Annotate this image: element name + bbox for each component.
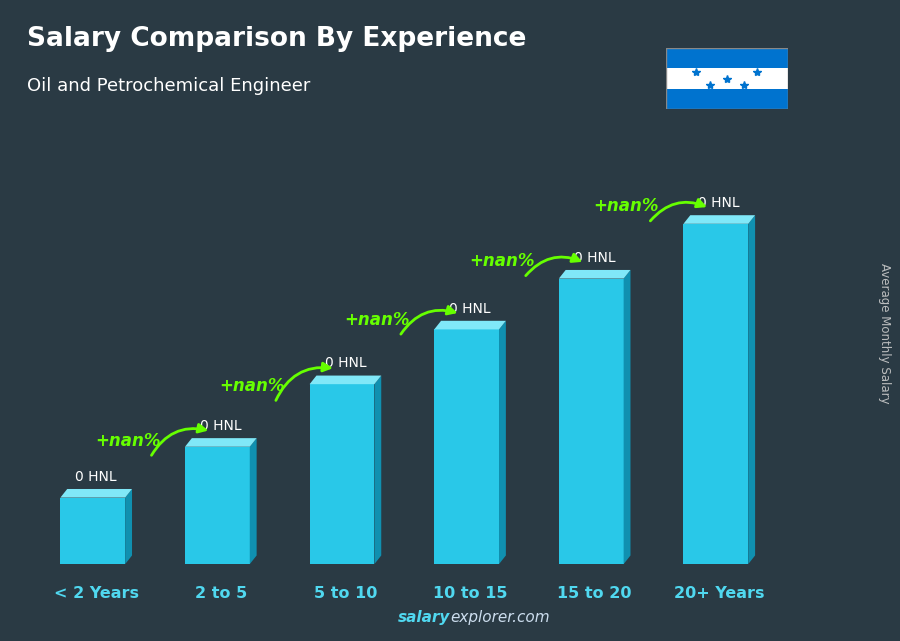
Bar <box>666 48 788 69</box>
Bar <box>559 279 624 564</box>
Polygon shape <box>310 376 382 384</box>
Text: +nan%: +nan% <box>94 432 160 450</box>
Text: Average Monthly Salary: Average Monthly Salary <box>878 263 890 404</box>
Bar <box>310 384 374 564</box>
Polygon shape <box>559 270 631 279</box>
Text: 10 to 15: 10 to 15 <box>433 586 508 601</box>
Polygon shape <box>185 438 256 447</box>
Polygon shape <box>624 270 631 564</box>
Text: < 2 Years: < 2 Years <box>54 586 139 601</box>
Text: +nan%: +nan% <box>344 311 410 329</box>
Text: 0 HNL: 0 HNL <box>574 251 616 265</box>
Polygon shape <box>748 215 755 564</box>
Text: 20+ Years: 20+ Years <box>674 586 764 601</box>
Text: +nan%: +nan% <box>593 197 659 215</box>
Polygon shape <box>374 376 382 564</box>
Text: 5 to 10: 5 to 10 <box>314 586 377 601</box>
Bar <box>60 497 125 564</box>
Text: salary: salary <box>398 610 450 625</box>
Bar <box>666 88 788 109</box>
Text: 2 to 5: 2 to 5 <box>194 586 247 601</box>
Text: +nan%: +nan% <box>469 252 535 270</box>
Polygon shape <box>250 438 256 564</box>
Text: 0 HNL: 0 HNL <box>698 196 740 210</box>
Text: 15 to 20: 15 to 20 <box>557 586 632 601</box>
Text: +nan%: +nan% <box>220 377 285 395</box>
Bar <box>683 224 748 564</box>
Text: explorer.com: explorer.com <box>450 610 550 625</box>
Text: 0 HNL: 0 HNL <box>76 470 117 484</box>
Polygon shape <box>499 320 506 564</box>
Text: 0 HNL: 0 HNL <box>449 302 491 316</box>
Polygon shape <box>434 320 506 329</box>
Polygon shape <box>125 489 132 564</box>
Bar <box>666 69 788 88</box>
Polygon shape <box>683 215 755 224</box>
Polygon shape <box>60 489 132 497</box>
Text: 0 HNL: 0 HNL <box>200 419 241 433</box>
Text: Salary Comparison By Experience: Salary Comparison By Experience <box>27 26 526 52</box>
Text: 0 HNL: 0 HNL <box>325 356 366 370</box>
Bar <box>185 447 250 564</box>
Text: Oil and Petrochemical Engineer: Oil and Petrochemical Engineer <box>27 77 310 95</box>
Bar <box>434 329 499 564</box>
